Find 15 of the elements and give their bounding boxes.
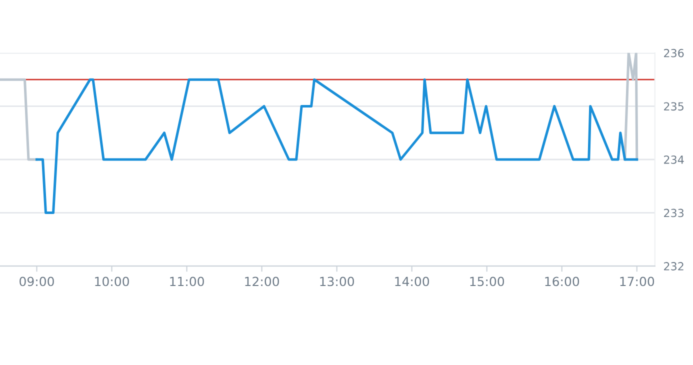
y-tick-label: 234 xyxy=(664,155,684,164)
x-tick-label: 09:00 xyxy=(20,276,54,286)
x-tick-label: 11:00 xyxy=(170,276,204,286)
x-tick-label: 15:00 xyxy=(470,276,504,286)
y-tick-label: 232 xyxy=(664,262,684,270)
y-tick-label: 235 xyxy=(664,102,684,111)
x-tick-label: 17:00 xyxy=(620,276,654,286)
x-tick-label: 10:00 xyxy=(95,276,129,286)
y-tick-label: 233 xyxy=(664,208,684,218)
x-tick-label: 14:00 xyxy=(395,276,430,286)
x-tick-label: 12:00 xyxy=(245,276,279,286)
line-series xyxy=(36,78,638,214)
x-tick-label: 16:00 xyxy=(545,276,580,286)
x-tick-label: 13:00 xyxy=(320,276,354,286)
y-tick-label: 236 xyxy=(664,48,684,58)
